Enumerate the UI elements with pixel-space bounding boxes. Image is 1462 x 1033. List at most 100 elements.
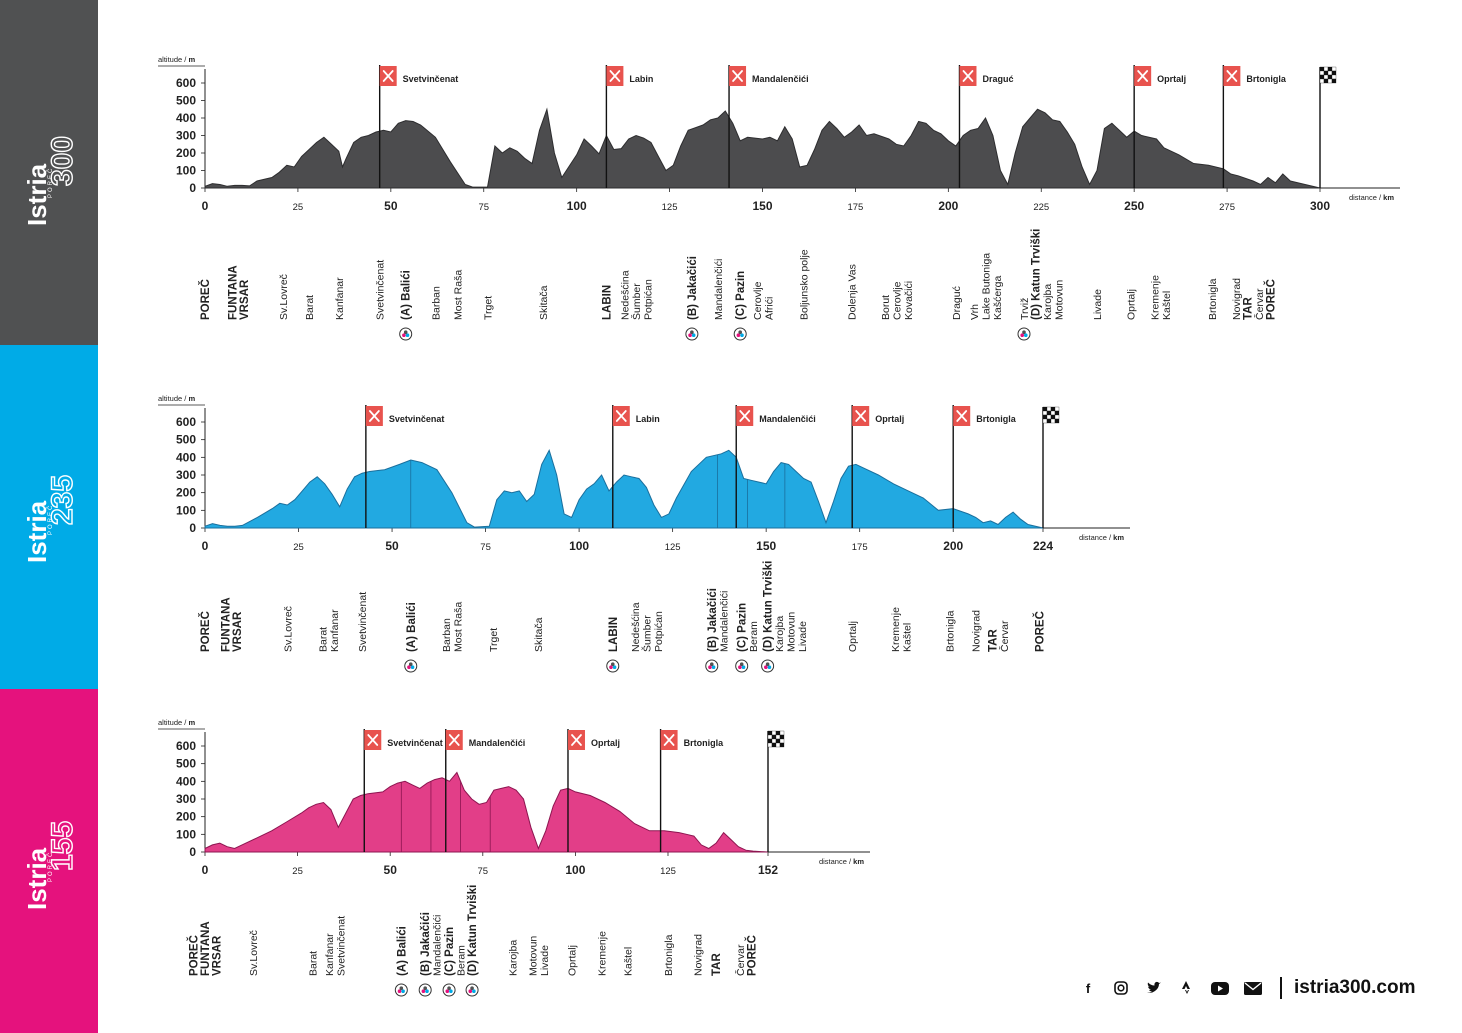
checker-square bbox=[1331, 78, 1337, 84]
place-name: POREČ bbox=[188, 935, 201, 976]
y-tick-label: 200 bbox=[176, 810, 196, 824]
x-tick-label: 125 bbox=[660, 866, 676, 877]
checker-square bbox=[771, 742, 777, 748]
place-name: Beram bbox=[456, 945, 468, 976]
place-name: Skitača bbox=[533, 617, 545, 652]
place-label: Oprtalj bbox=[847, 621, 859, 652]
website-link[interactable]: istria300.com bbox=[1294, 977, 1416, 998]
place-label: Nedešćina Šumber Potpićan bbox=[630, 602, 665, 652]
checker-square bbox=[771, 730, 777, 736]
badge-dot-grey bbox=[610, 662, 615, 666]
place-label: Barban Most Raša bbox=[441, 602, 465, 652]
place-label: Kanfanar bbox=[334, 277, 346, 320]
place-label: (A) Balići bbox=[399, 270, 413, 341]
place-name: Cerovlje bbox=[752, 281, 764, 320]
place-name: Barat bbox=[304, 295, 316, 320]
x-tick-label: 225 bbox=[1033, 202, 1049, 213]
place-name: FUNTANA bbox=[228, 265, 240, 320]
place-label: Dolenja Vas bbox=[847, 264, 859, 320]
place-label: Cerovlje Afrići bbox=[752, 281, 776, 320]
youtube-icon[interactable] bbox=[1210, 978, 1230, 998]
x-tick-label: 152 bbox=[758, 863, 778, 877]
feed-zone-name: Mandalenčići bbox=[752, 74, 809, 84]
x-tick-label: 75 bbox=[480, 542, 491, 553]
x-tick-label: 0 bbox=[202, 199, 209, 213]
place-label: Svetvinčenat bbox=[375, 260, 387, 320]
place-name: (B) Jakačići bbox=[687, 256, 699, 320]
y-tick-label: 0 bbox=[189, 181, 196, 195]
place-name: Livade bbox=[539, 945, 551, 976]
y-tick-label: 600 bbox=[176, 76, 196, 90]
checker-square bbox=[1046, 414, 1052, 420]
twitter-icon[interactable] bbox=[1144, 978, 1164, 998]
y-axis-label-text: altitude / bbox=[158, 55, 188, 64]
place-name: Barban bbox=[430, 286, 442, 320]
place-name: Sv.Lovreč bbox=[278, 274, 290, 320]
badge-dot-blue bbox=[767, 665, 772, 669]
place-name: Mandalenčići bbox=[713, 259, 725, 320]
feed-zone-name: Mandalenčići bbox=[469, 738, 526, 748]
place-name: Livade bbox=[1092, 289, 1104, 320]
y-tick-label: 200 bbox=[176, 486, 196, 500]
badge-dot-pink bbox=[407, 665, 411, 669]
place-name: Mandalenčići bbox=[432, 915, 444, 976]
instagram-icon[interactable] bbox=[1111, 978, 1131, 998]
y-tick-label: 400 bbox=[176, 450, 196, 464]
place-label: Borut Cerovlje Kovačići bbox=[880, 281, 915, 320]
badge-dot-blue bbox=[405, 333, 410, 338]
cutlery-icon bbox=[1226, 70, 1238, 82]
place-label: Trviž (D) Katun Trviški Karojba Motovun bbox=[1017, 229, 1066, 341]
place-name: VRSAR bbox=[212, 935, 224, 976]
checker-square bbox=[1327, 70, 1333, 76]
feed-zone-flag: Svetvinčenat bbox=[363, 729, 443, 852]
place-label: Vrh Lake Butoniga Kašćerga bbox=[969, 253, 1004, 320]
feed-zone-name: Brtonigla bbox=[976, 414, 1016, 424]
y-axis-label-text: altitude / bbox=[158, 718, 188, 727]
x-axis-label: distance / km bbox=[1349, 193, 1394, 202]
checker-square bbox=[1319, 74, 1325, 80]
place-name: (A) Balići bbox=[401, 270, 413, 320]
place-name: Kaštel bbox=[1161, 291, 1173, 320]
place-name: Červar bbox=[998, 620, 1011, 652]
y-axis-label: altitude / m bbox=[158, 718, 195, 727]
checker-square bbox=[1046, 410, 1052, 416]
place-name: Livade bbox=[797, 621, 809, 652]
place-label: Boljunsko polje bbox=[798, 249, 810, 320]
chart-300: altitude / m 0 100 200 300 400 500 600 0 25 50 75 10… bbox=[158, 55, 1400, 341]
cutlery-icon bbox=[448, 734, 460, 746]
cutlery-icon bbox=[732, 70, 743, 82]
place-name: Vrh bbox=[969, 304, 981, 320]
place-label: Karojba bbox=[507, 940, 519, 976]
strava-icon[interactable] bbox=[1177, 978, 1197, 998]
cutlery-icon bbox=[609, 70, 621, 82]
place-label: Draguć bbox=[951, 286, 963, 320]
place-name: VRSAR bbox=[239, 279, 251, 320]
cutlery-icon bbox=[962, 70, 974, 82]
x-tick-label: 75 bbox=[478, 202, 489, 213]
place-label: Barat bbox=[304, 295, 316, 320]
cutlery-icon bbox=[663, 734, 675, 746]
x-tick-label: 100 bbox=[565, 863, 585, 877]
place-label: POREČ bbox=[199, 279, 212, 320]
place-name: POREČ bbox=[1264, 279, 1277, 320]
feed-zone-name: Svetvinčenat bbox=[387, 738, 443, 748]
y-axis-label: altitude / m bbox=[158, 55, 195, 64]
facebook-icon[interactable]: f bbox=[1085, 980, 1091, 996]
mail-icon[interactable] bbox=[1243, 978, 1263, 998]
place-name: (D) Katun Trviški bbox=[1031, 229, 1043, 320]
place-name: Sv.Lovreč bbox=[248, 930, 260, 976]
place-name: Kaštel bbox=[902, 623, 914, 652]
place-label: LABIN bbox=[606, 617, 620, 673]
badge-dot-pink bbox=[738, 665, 742, 669]
place-name: (D) Katun Trviški bbox=[467, 885, 479, 976]
place-name: Barat bbox=[307, 951, 319, 976]
place-name: Motovun bbox=[1054, 280, 1066, 320]
badge-dot-pink bbox=[736, 333, 741, 338]
checker-square bbox=[1323, 78, 1329, 84]
place-label: FUNTANA VRSAR bbox=[228, 265, 252, 320]
y-tick-label: 300 bbox=[176, 792, 196, 806]
y-tick-label: 400 bbox=[176, 774, 196, 788]
place-name: Nedešćina bbox=[630, 602, 642, 652]
place-name: Lake Butoniga bbox=[981, 253, 993, 320]
